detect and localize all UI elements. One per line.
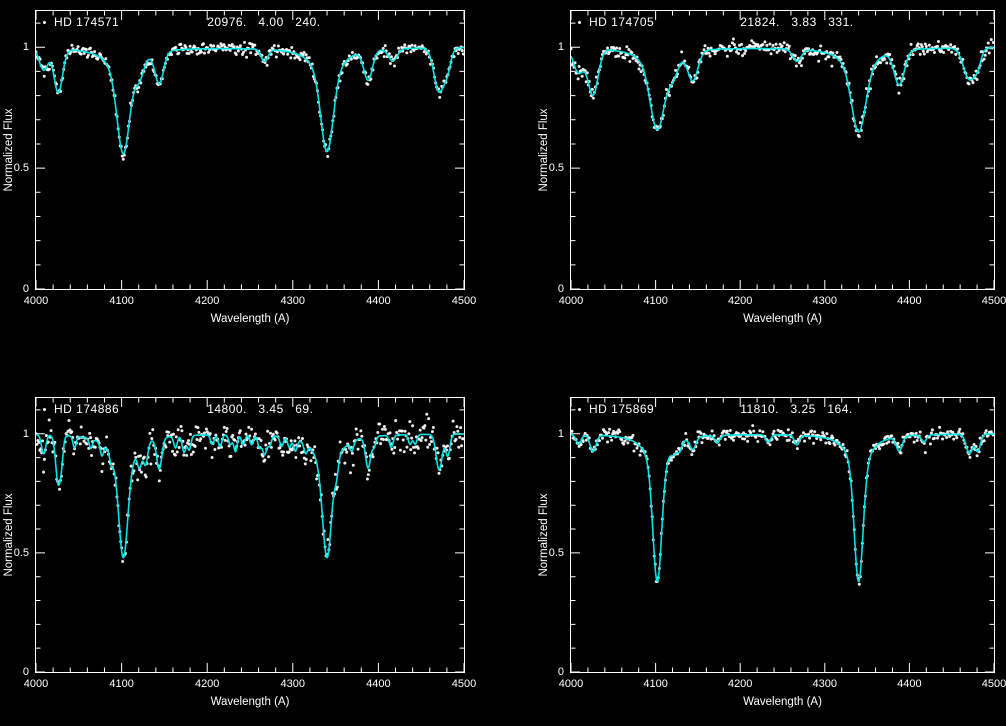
x-tick-label: 4200 [727, 295, 753, 307]
fit-parameters: 11810. 3.25 164. [740, 402, 853, 416]
x-tick-label: 4200 [194, 678, 220, 690]
data-point-marker [578, 20, 581, 24]
star-name: HD 175869 [589, 402, 655, 416]
fit-parameters: 20976. 4.00 240. [207, 15, 321, 29]
x-tick-label: 4400 [366, 678, 391, 690]
data-point-marker [578, 407, 581, 411]
x-tick-label: 4400 [897, 678, 922, 690]
x-axis-label: Wavelength (A) [210, 696, 290, 708]
spectrum-canvas-hd175869 [571, 398, 994, 672]
x-tick-label: 4300 [812, 295, 838, 307]
spectrum-panel-hd174571: HD 174571 20976. 4.00 240. Normalized Fl… [0, 0, 503, 363]
x-axis-label: Wavelength (A) [743, 696, 822, 708]
x-tick-label: 4000 [558, 678, 584, 690]
spectrum-canvas-hd174705 [571, 11, 994, 289]
x-tick-label: 4200 [727, 678, 753, 690]
y-tick-label: 1 [557, 41, 564, 54]
y-axis-label: Normalized Flux [3, 108, 15, 192]
star-label: HD 174705 [578, 15, 654, 29]
x-tick-label: 4300 [280, 678, 306, 690]
y-tick-label: 0 [22, 283, 29, 295]
y-tick-label: 0 [557, 666, 564, 678]
x-axis-label: Wavelength (A) [743, 313, 822, 325]
y-axis-label: Normalized Flux [538, 493, 550, 577]
spectrum-panel-hd174886: HD 174886 14800. 3.45 69. Normalized Flu… [0, 363, 503, 726]
y-tick-label: 0 [22, 666, 29, 678]
data-point-marker [43, 20, 46, 24]
spectrum-panel-hd174705: HD 174705 21824. 3.83 331. Normalized Fl… [503, 0, 1006, 363]
x-tick-label: 4400 [366, 295, 391, 307]
x-axis-label: Wavelength (A) [210, 313, 290, 325]
plot-area: HD 174705 21824. 3.83 331. Normalized Fl… [538, 10, 1006, 325]
x-tick-label: 4100 [643, 295, 668, 307]
plot-area: HD 175869 11810. 3.25 164. Normalized Fl… [538, 397, 1006, 708]
y-tick-label: 0.5 [13, 162, 29, 175]
star-label: HD 175869 [578, 402, 654, 416]
x-tick-label: 4300 [280, 295, 306, 307]
x-tick-label: 4400 [897, 295, 922, 307]
y-tick-label: 0.5 [13, 546, 29, 559]
plot-area: HD 174886 14800. 3.45 69. Normalized Flu… [3, 397, 476, 708]
x-tick-label: 4500 [451, 678, 477, 690]
x-tick-label: 4500 [451, 295, 477, 307]
x-tick-label: 4000 [23, 295, 49, 307]
spectrum-panel-hd175869: HD 175869 11810. 3.25 164. Normalized Fl… [503, 363, 1006, 726]
spectrum-canvas-hd174886 [36, 398, 464, 672]
star-label: HD 174571 [43, 15, 119, 29]
x-tick-label: 4300 [812, 678, 838, 690]
y-tick-label: 0 [557, 283, 564, 295]
x-tick-label: 4100 [109, 295, 134, 307]
y-tick-label: 1 [22, 427, 29, 440]
x-tick-label: 4100 [643, 678, 668, 690]
fit-parameters: 21824. 3.83 331. [740, 15, 854, 29]
y-tick-label: 0.5 [548, 162, 564, 175]
star-name: HD 174571 [54, 15, 120, 29]
x-tick-label: 4100 [109, 678, 134, 690]
y-tick-label: 1 [22, 41, 29, 54]
data-point-marker [43, 407, 46, 411]
spectrum-canvas-hd174571 [36, 11, 464, 289]
x-tick-label: 4200 [194, 295, 220, 307]
x-tick-label: 4000 [23, 678, 49, 690]
star-label: HD 174886 [43, 402, 119, 416]
y-axis-label: Normalized Flux [538, 108, 550, 192]
plot-area: HD 174571 20976. 4.00 240. Normalized Fl… [3, 10, 476, 325]
y-axis-label: Normalized Flux [3, 493, 15, 577]
x-tick-label: 4500 [981, 295, 1006, 307]
y-tick-label: 0.5 [548, 546, 564, 559]
y-tick-label: 1 [557, 427, 564, 440]
x-tick-label: 4500 [981, 678, 1006, 690]
star-name: HD 174705 [589, 15, 655, 29]
fit-parameters: 14800. 3.45 69. [207, 402, 314, 416]
x-tick-label: 4000 [558, 295, 584, 307]
star-name: HD 174886 [54, 402, 120, 416]
